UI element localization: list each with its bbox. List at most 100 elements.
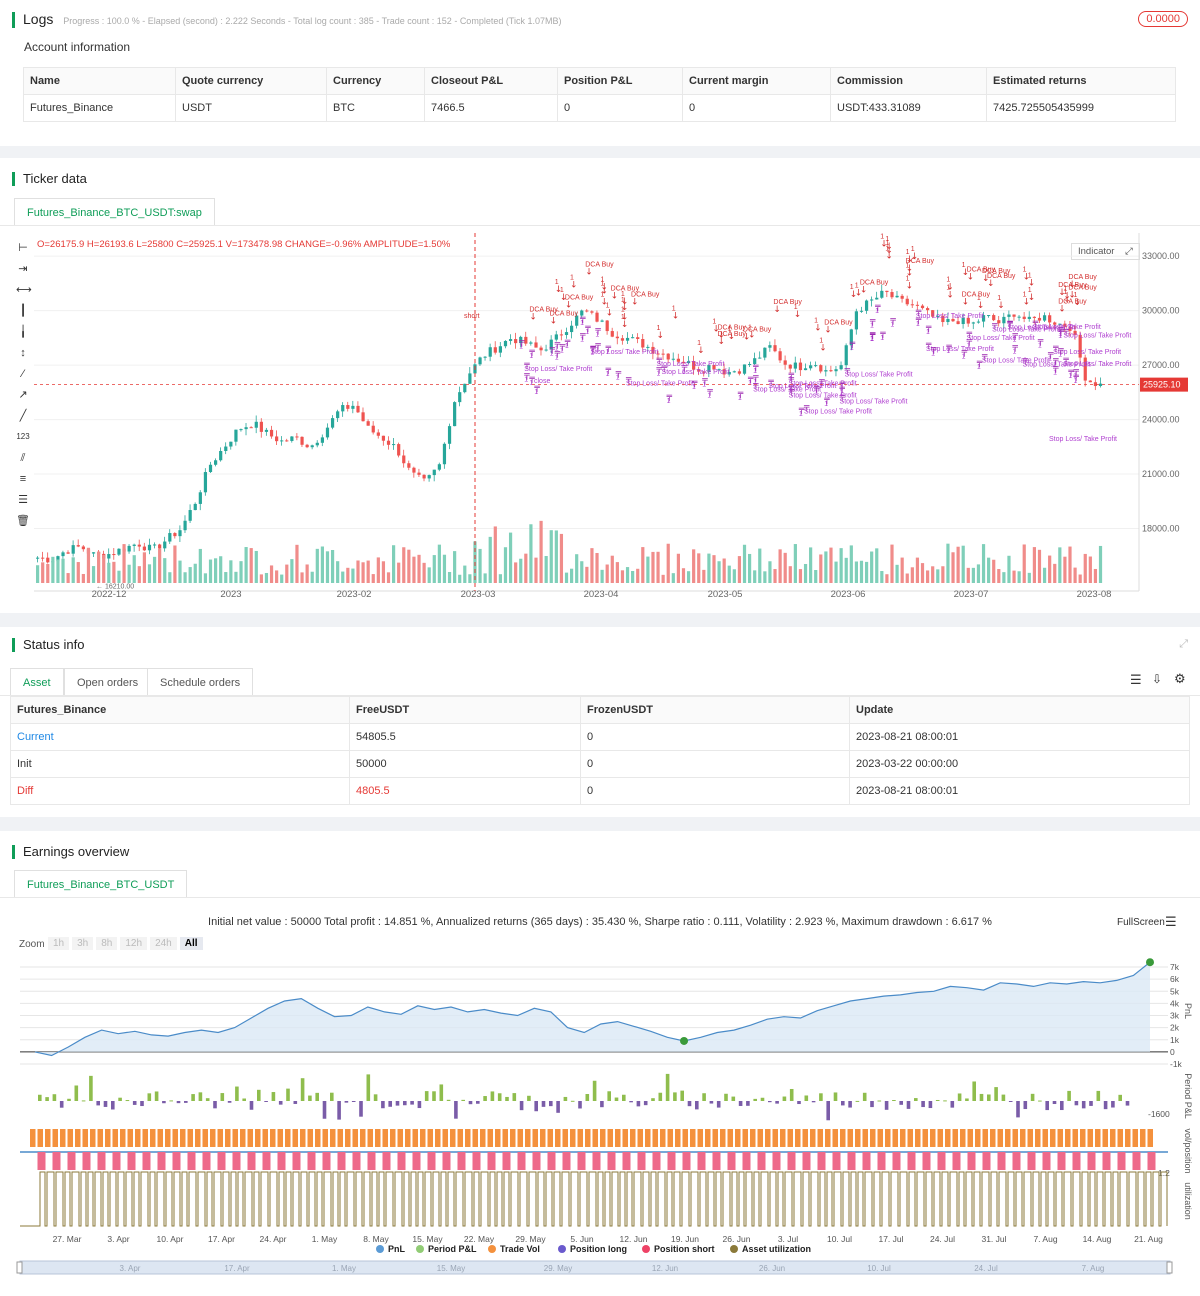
horizontal-ray-tool-icon[interactable]: ⇥ xyxy=(18,263,28,275)
candle-body xyxy=(778,351,782,361)
legend-item[interactable]: Asset utilization xyxy=(730,1244,811,1254)
trade-annotation: Stop Loss/ Take Profit xyxy=(753,386,821,393)
volume-bar xyxy=(544,556,548,583)
profit-badge[interactable]: 0.0000 xyxy=(1138,11,1188,27)
legend-item[interactable]: Trade Vol xyxy=(488,1244,540,1254)
expand-icon[interactable]: ⤢ xyxy=(1125,246,1133,257)
legend-item[interactable]: Period P&L xyxy=(416,1244,477,1254)
ohlc-readout: O=26175.9 H=26193.6 L=25800 C=25925.1 V=… xyxy=(37,239,450,250)
buy-arrow-icon: ↓ xyxy=(946,282,954,292)
position-short-bar xyxy=(1012,1152,1021,1170)
legend-item[interactable]: Position short xyxy=(642,1244,715,1254)
zoom-option-8h[interactable]: 8h xyxy=(96,937,118,950)
candle-body xyxy=(1068,326,1072,331)
fib-tool-icon[interactable]: ≡ xyxy=(19,473,27,485)
volume-bar xyxy=(793,544,797,583)
sell-marker-icon: ╤ xyxy=(1057,325,1064,335)
volume-bar xyxy=(1032,547,1036,583)
parallel-channel-tool-icon[interactable]: ⫽ xyxy=(20,452,26,464)
trade-vol-bar xyxy=(697,1129,703,1147)
legend-item[interactable]: Position long xyxy=(558,1244,627,1254)
zoom-option-24h[interactable]: 24h xyxy=(150,937,177,950)
candlestick-chart[interactable]: 33000.00 30000.00 27000.00 24000.00 21000.00… xyxy=(34,233,1200,605)
trade-vol-bar xyxy=(322,1129,328,1147)
vertical-line-tool-icon[interactable]: ┃ xyxy=(19,305,27,317)
tab-schedule-orders[interactable]: Schedule orders xyxy=(147,668,254,696)
ray-tool-icon[interactable]: ↗ xyxy=(18,389,28,401)
menu-icon[interactable]: ☰ xyxy=(1130,672,1142,687)
earnings-chart[interactable]: 7k 6k 5k 4k 3k 2k 1k 0 -1k -1600 1.2 PnL Period P&L v… xyxy=(0,956,1200,1296)
trade-vol-bar xyxy=(60,1129,66,1147)
buy-arrow-icon: ↓ xyxy=(1023,298,1031,308)
volume-bar xyxy=(66,573,70,583)
buy-arrow-icon: ↓ xyxy=(880,239,888,249)
volume-bar xyxy=(758,548,762,583)
candle-body xyxy=(875,297,879,300)
trade-vol-bar xyxy=(150,1129,156,1147)
trade-annotation: 1 xyxy=(885,245,889,252)
zoom-option-3h[interactable]: 3h xyxy=(72,937,94,950)
trade-annotation: 1 xyxy=(946,276,950,283)
zoom-option-All[interactable]: All xyxy=(179,937,203,950)
volume-bar xyxy=(778,549,782,583)
period-pnl-bar xyxy=(505,1096,509,1101)
position-short-bar xyxy=(472,1152,481,1170)
candle-body xyxy=(1022,316,1026,320)
menu-icon[interactable]: ☰ xyxy=(1165,914,1177,929)
period-pnl-bar xyxy=(1125,1101,1130,1106)
candle-body xyxy=(437,464,441,470)
trade-vol-bar xyxy=(645,1129,651,1147)
buy-arrow-icon: ↓ xyxy=(672,311,680,321)
candle-body xyxy=(676,358,680,362)
zoom-option-1h[interactable]: 1h xyxy=(48,937,70,950)
volume-bar xyxy=(834,561,838,583)
legend-item[interactable]: PnL xyxy=(376,1244,406,1254)
trade-annotation: 1 xyxy=(875,308,879,315)
segment-tool-icon[interactable]: ╱ xyxy=(19,410,27,422)
trade-annotation: 1 xyxy=(606,302,610,309)
trade-annotation: 1 xyxy=(1038,342,1042,349)
trash-icon[interactable]: 🗑 xyxy=(16,515,30,527)
sell-marker-icon: ╤ xyxy=(945,342,952,352)
tab-open-orders[interactable]: Open orders xyxy=(64,668,152,696)
price-label-tool-icon[interactable]: 123 xyxy=(16,432,30,441)
period-pnl-bar xyxy=(96,1101,100,1106)
expand-icon[interactable]: ⤢ xyxy=(1179,638,1188,650)
download-icon[interactable]: ⇩ xyxy=(1152,672,1163,686)
period-pnl-bar xyxy=(1023,1101,1028,1110)
gear-icon[interactable]: ⚙ xyxy=(1174,671,1186,686)
volume-bar xyxy=(783,552,787,583)
trade-annotation: DCA Buy xyxy=(962,292,991,299)
trade-annotation: 1 xyxy=(707,393,711,400)
buy-arrow-icon: ↓ xyxy=(621,320,629,330)
volume-bar xyxy=(920,563,925,583)
extended-line-tool-icon[interactable]: ⟷ xyxy=(16,284,32,296)
trade-annotation: 1 xyxy=(621,307,625,314)
tab-earnings-symbol[interactable]: Futures_Binance_BTC_USDT xyxy=(14,870,188,898)
candle-body xyxy=(763,347,767,358)
sell-marker-icon: ╤ xyxy=(869,330,876,340)
zoom-option-12h[interactable]: 12h xyxy=(120,937,148,950)
candle-body xyxy=(834,369,838,372)
tab-ticker-symbol[interactable]: Futures_Binance_BTC_USDT:swap xyxy=(14,198,215,226)
volume-bar xyxy=(656,551,660,583)
candle-body xyxy=(478,357,482,365)
buy-arrow-icon: ↓ xyxy=(1068,280,1076,290)
trade-vol-bar xyxy=(517,1129,523,1147)
candle-body xyxy=(219,450,223,461)
tab-asset[interactable]: Asset xyxy=(10,668,64,696)
candle-body xyxy=(864,300,869,311)
horizontal-line-tool-icon[interactable]: ⊢ xyxy=(18,242,28,254)
x-tick-label: 2023-06 xyxy=(831,589,866,600)
range-tool-icon[interactable]: ☰ xyxy=(18,494,28,506)
candle-body xyxy=(788,364,792,369)
vertical-ray-tool-icon[interactable]: ↕ xyxy=(20,347,26,359)
vertical-segment-tool-icon[interactable]: ╽ xyxy=(19,326,27,338)
buy-arrow-icon: ↓ xyxy=(717,337,725,347)
candle-body xyxy=(844,345,848,366)
trade-annotation: 1 xyxy=(682,368,686,375)
trend-line-tool-icon[interactable]: ⁄ xyxy=(22,368,24,380)
fullscreen-button[interactable]: FullScreen xyxy=(1117,917,1165,928)
candle-body xyxy=(951,318,955,322)
volume-bar xyxy=(269,565,274,583)
